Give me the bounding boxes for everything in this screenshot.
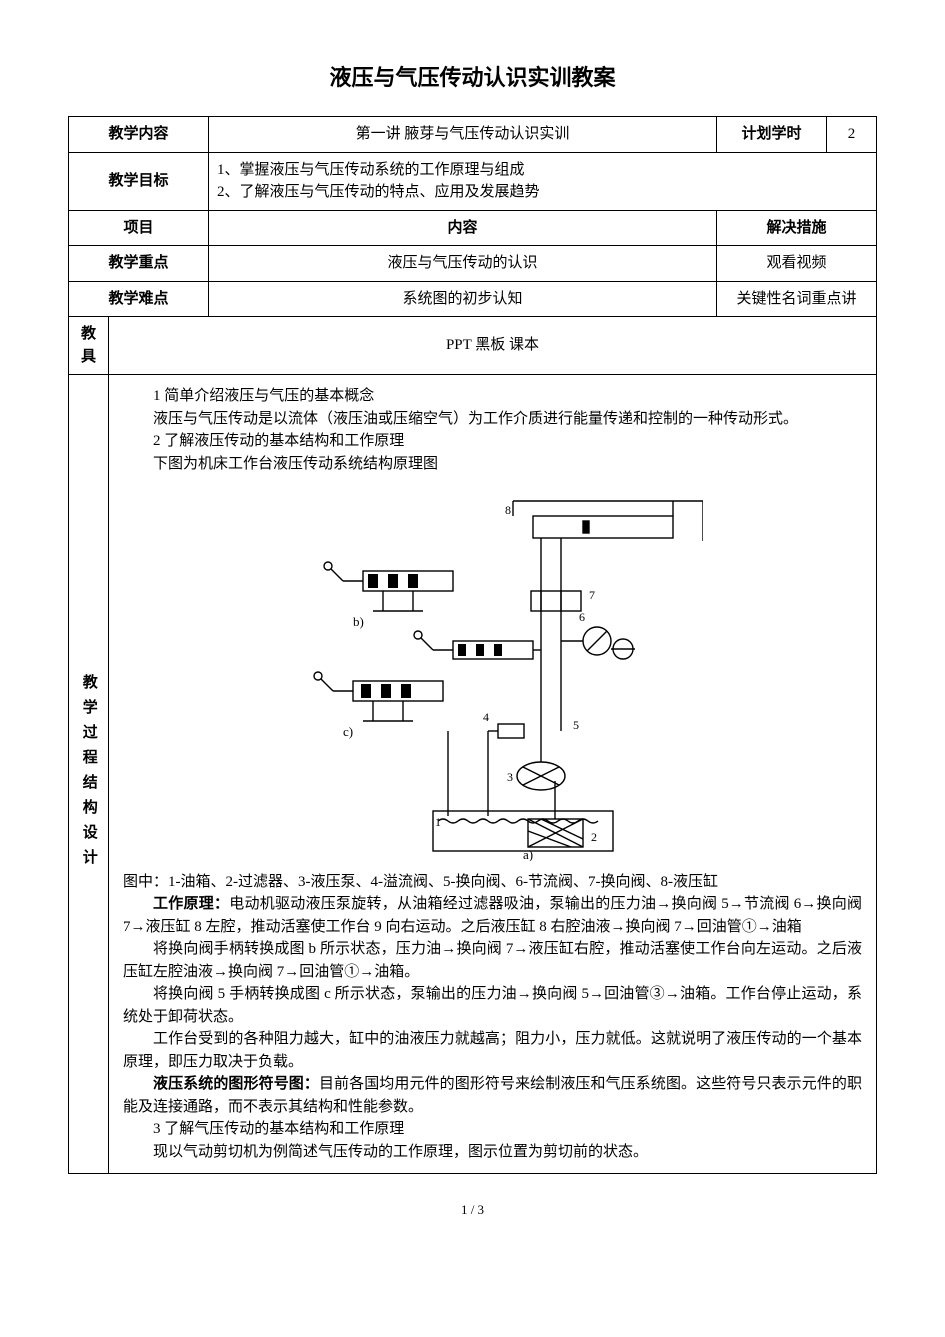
cell-teaching-goal-label: 教学目标 bbox=[69, 152, 209, 210]
cell-teaching-content-label: 教学内容 bbox=[69, 117, 209, 153]
body-p8: 工作台受到的各种阻力越大，缸中的油液压力就越高；阻力小，压力就低。这就说明了液压… bbox=[123, 1028, 862, 1073]
body-p7: 将换向阀 5 手柄转换成图 c 所示状态，泵输出的压力油→换向阀 5→回油管③→… bbox=[123, 983, 862, 1028]
hydraulic-schematic-svg: 3 4 5 bbox=[283, 481, 703, 861]
table-row: 教学重点 液压与气压传动的认识 观看视频 bbox=[69, 246, 877, 282]
body-p11: 现以气动剪切机为例简述气压传动的工作原理，图示位置为剪切前的状态。 bbox=[123, 1141, 862, 1164]
diagram-label-c: c) bbox=[343, 724, 353, 739]
cell-keypoint-value: 液压与气压传动的认识 bbox=[209, 246, 717, 282]
diagram-label-7: 7 bbox=[589, 588, 595, 602]
table-row: 教学过程结构设计 1 简单介绍液压与气压的基本概念 液压与气压传动是以流体（液压… bbox=[69, 375, 877, 1174]
cell-tools-value: PPT 黑板 课本 bbox=[109, 317, 877, 375]
table-row: 项目 内容 解决措施 bbox=[69, 210, 877, 246]
body-p3: 2 了解液压传动的基本结构和工作原理 bbox=[123, 430, 862, 453]
cell-teaching-content-value: 第一讲 腋芽与气压传动认识实训 bbox=[209, 117, 717, 153]
cell-keypoint-measure: 观看视频 bbox=[717, 246, 877, 282]
table-row: 教具 PPT 黑板 课本 bbox=[69, 317, 877, 375]
cell-keypoint-label: 教学重点 bbox=[69, 246, 209, 282]
cell-difficulty-value: 系统图的初步认知 bbox=[209, 281, 717, 317]
body-p6: 将换向阀手柄转换成图 b 所示状态，压力油→换向阀 7→液压缸右腔，推动活塞使工… bbox=[123, 938, 862, 983]
diagram-label-3: 3 bbox=[507, 770, 513, 784]
hydraulic-diagram: 3 4 5 bbox=[123, 481, 862, 869]
diagram-label-b: b) bbox=[353, 614, 364, 629]
table-row: 教学难点 系统图的初步认知 关键性名词重点讲 bbox=[69, 281, 877, 317]
cell-process-side-label: 教学过程结构设计 bbox=[69, 375, 109, 1174]
body-p5: 工作原理：电动机驱动液压泵旋转，从油箱经过滤器吸油，泵输出的压力油→换向阀 5→… bbox=[123, 893, 862, 938]
cell-planned-hours-value: 2 bbox=[827, 117, 877, 153]
diagram-label-5: 5 bbox=[573, 718, 579, 732]
cell-item-header: 项目 bbox=[69, 210, 209, 246]
cell-teaching-goal-value: 1、掌握液压与气压传动系统的工作原理与组成 2、了解液压与气压传动的特点、应用及… bbox=[209, 152, 877, 210]
diagram-label-8: 8 bbox=[505, 503, 511, 517]
diagram-label-1: 1 bbox=[435, 815, 441, 829]
page-title: 液压与气压传动认识实训教案 bbox=[68, 60, 877, 92]
cell-difficulty-label: 教学难点 bbox=[69, 281, 209, 317]
body-p10: 3 了解气压传动的基本结构和工作原理 bbox=[123, 1118, 862, 1141]
body-p9-label: 液压系统的图形符号图： bbox=[153, 1076, 319, 1092]
body-p9: 液压系统的图形符号图：目前各国均用元件的图形符号来绘制液压和气压系统图。这些符号… bbox=[123, 1073, 862, 1118]
cell-planned-hours-label: 计划学时 bbox=[717, 117, 827, 153]
lesson-plan-table: 教学内容 第一讲 腋芽与气压传动认识实训 计划学时 2 教学目标 1、掌握液压与… bbox=[68, 116, 877, 1174]
body-legend: 图中：1-油箱、2-过滤器、3-液压泵、4-溢流阀、5-换向阀、6-节流阀、7-… bbox=[123, 871, 862, 894]
diagram-label-4: 4 bbox=[483, 710, 489, 724]
body-p5-label: 工作原理： bbox=[153, 896, 229, 912]
body-p4: 下图为机床工作台液压传动系统结构原理图 bbox=[123, 453, 862, 476]
diagram-label-6: 6 bbox=[579, 610, 585, 624]
cell-measure-header: 解决措施 bbox=[717, 210, 877, 246]
diagram-label-a: a) bbox=[523, 847, 533, 861]
page-footer: 1 / 3 bbox=[68, 1202, 877, 1218]
table-row: 教学目标 1、掌握液压与气压传动系统的工作原理与组成 2、了解液压与气压传动的特… bbox=[69, 152, 877, 210]
body-p2: 液压与气压传动是以流体（液压油或压缩空气）为工作介质进行能量传递和控制的一种传动… bbox=[123, 408, 862, 431]
cell-content-header: 内容 bbox=[209, 210, 717, 246]
cell-difficulty-measure: 关键性名词重点讲 bbox=[717, 281, 877, 317]
cell-tools-label: 教具 bbox=[69, 317, 109, 375]
table-row: 教学内容 第一讲 腋芽与气压传动认识实训 计划学时 2 bbox=[69, 117, 877, 153]
diagram-label-2: 2 bbox=[591, 830, 597, 844]
body-p1: 1 简单介绍液压与气压的基本概念 bbox=[123, 385, 862, 408]
cell-process-body: 1 简单介绍液压与气压的基本概念 液压与气压传动是以流体（液压油或压缩空气）为工… bbox=[109, 375, 877, 1174]
body-p5-text: 电动机驱动液压泵旋转，从油箱经过滤器吸油，泵输出的压力油→换向阀 5→节流阀 6… bbox=[123, 896, 862, 935]
